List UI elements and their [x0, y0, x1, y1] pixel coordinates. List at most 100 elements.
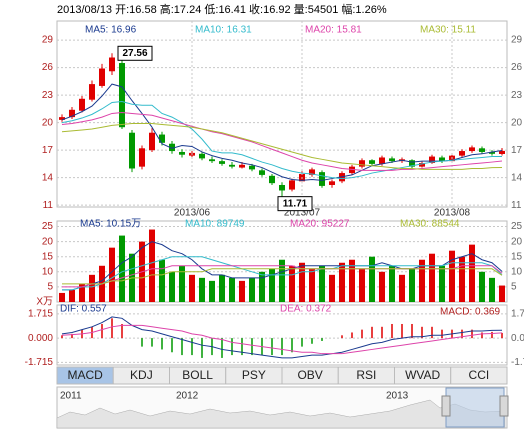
x-tick-label: 2013/07 — [284, 208, 321, 219]
x-tick-label: 2013/08 — [434, 208, 471, 219]
navigator-handle[interactable] — [441, 395, 451, 417]
navigator-label: 2011 — [60, 391, 82, 402]
volume-bar — [199, 277, 205, 302]
candle-body — [149, 132, 155, 151]
candle-body — [169, 143, 175, 152]
y-tick-label-right: 25 — [511, 221, 523, 232]
tab-label[interactable]: WVAD — [405, 368, 440, 382]
y-tick-label: 11 — [43, 200, 54, 211]
tab[interactable] — [450, 366, 508, 385]
ma-line — [61, 123, 503, 170]
candle-body — [79, 98, 85, 111]
candle-body — [139, 148, 145, 167]
candle-body — [259, 170, 265, 175]
tab-label[interactable]: PSY — [242, 368, 266, 382]
volume-bar — [389, 265, 395, 302]
volume-bar — [339, 262, 345, 302]
candle-body — [499, 150, 505, 154]
header: 2013/08/13 开:16.58 高:17.24 低:16.41 收:16.… — [57, 2, 387, 16]
ma-line — [62, 268, 503, 285]
volume-bar — [109, 247, 115, 302]
candle-body — [469, 147, 475, 152]
y-tick-label-right: 5 — [511, 282, 517, 293]
y-tick-label-right: 14 — [511, 172, 523, 183]
tab-label[interactable]: OBV — [297, 368, 322, 382]
volume-bar — [469, 244, 475, 302]
tab-label[interactable]: MACD — [67, 368, 103, 382]
candle-body — [109, 57, 115, 72]
candle-body — [199, 153, 205, 159]
y-tick-label-right: 17 — [511, 145, 523, 156]
annotation-box — [277, 196, 313, 212]
annotation: 27.56 — [122, 48, 147, 59]
candle-body — [429, 156, 435, 163]
candle-body — [229, 164, 235, 167]
legend-entry: DEA: 0.372 — [280, 304, 332, 315]
tab-label[interactable]: KDJ — [130, 368, 153, 382]
volume-bar — [409, 268, 415, 302]
legend-entry: DIF: 0.557 — [60, 304, 107, 315]
volume-bar — [309, 268, 315, 302]
y-tick-label: 20 — [42, 117, 54, 128]
candle-body — [69, 109, 75, 118]
legend-entry: MA10: 16.31 — [195, 25, 252, 36]
volume-bar — [299, 262, 305, 302]
y-tick-label-right: 20 — [511, 117, 523, 128]
volume-bar — [219, 274, 225, 302]
y-tick-label: -1.715 — [25, 357, 54, 368]
ma-line — [62, 256, 503, 291]
candle-body — [209, 159, 215, 162]
volume-bar — [369, 256, 375, 302]
candle-body — [289, 180, 295, 190]
navigator-handle[interactable] — [499, 395, 509, 417]
y-tick-label: 29 — [42, 35, 54, 46]
y-tick-label-right: 15 — [511, 251, 523, 262]
volume-bar — [229, 277, 235, 302]
y-tick-label: 25 — [42, 221, 54, 232]
volume-bar — [69, 289, 75, 302]
y-tick-label-right: 10 — [511, 266, 523, 277]
volume-bar — [289, 265, 295, 302]
volume-bar — [179, 265, 185, 302]
navigator-label: 2013 — [386, 391, 409, 402]
volume-bar — [479, 271, 485, 302]
volume-bar — [359, 268, 365, 302]
candle-body — [219, 161, 225, 164]
annotation-box — [117, 45, 153, 61]
macd-frame — [56, 304, 508, 366]
candle-body — [89, 84, 95, 100]
y-tick-label-right: 20 — [511, 236, 523, 247]
legend-entry: MA20: 15.81 — [305, 25, 362, 36]
ma-line — [61, 112, 503, 171]
navigator-selection[interactable] — [445, 387, 505, 428]
volume-bar — [279, 259, 285, 302]
legend-entry: MA20: 95227 — [290, 219, 350, 230]
y-tick-label-right: 1.715 — [511, 309, 524, 320]
volume-bar — [89, 274, 95, 302]
tab-label[interactable]: BOLL — [182, 368, 213, 382]
volume-bar — [79, 283, 85, 302]
volume-bar — [489, 277, 495, 302]
y-tick-label: 14 — [42, 172, 54, 183]
volume-bar — [379, 271, 385, 302]
legend-entry: MA5: 10.15万 — [80, 219, 141, 230]
y-tick-label: 23 — [42, 90, 54, 101]
candle-body — [59, 117, 65, 120]
candle-body — [439, 157, 445, 162]
candle-body — [379, 157, 385, 164]
volume-bar — [349, 259, 355, 302]
candle-body — [269, 175, 275, 184]
volume-bar — [269, 268, 275, 302]
ma-line — [61, 101, 503, 180]
tab-label[interactable]: CCI — [469, 368, 490, 382]
candle-body — [279, 184, 285, 191]
volume-bar — [169, 271, 175, 302]
candle-body — [489, 151, 495, 154]
candle-body — [239, 164, 245, 168]
tab-label[interactable]: RSI — [356, 368, 376, 382]
candle-body — [119, 63, 125, 128]
volume-bar — [259, 271, 265, 302]
y-tick-label: 17 — [42, 145, 54, 156]
y-unit: X万 — [36, 297, 53, 308]
